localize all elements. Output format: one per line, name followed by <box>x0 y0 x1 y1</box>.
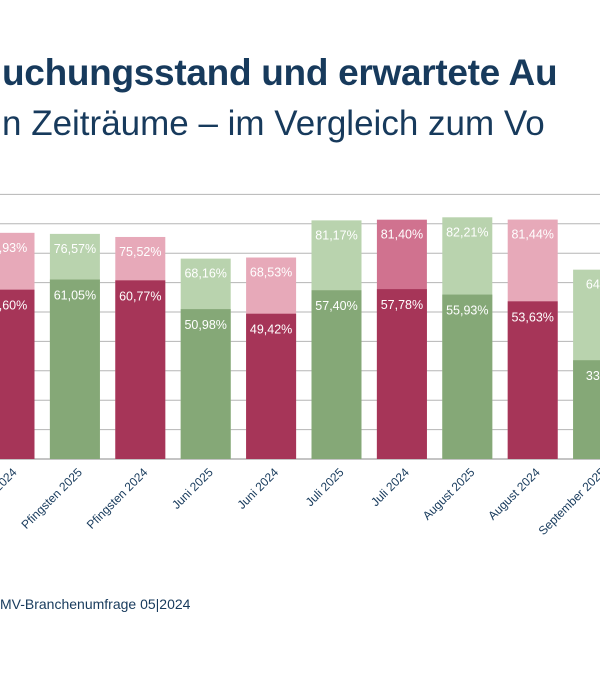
bar-booked <box>180 309 231 459</box>
bar-booked <box>573 360 600 459</box>
bar-booked <box>115 280 166 459</box>
data-label-expected: 82,21% <box>446 225 488 239</box>
data-label-booked: 33,6 <box>586 369 600 383</box>
x-tick-label: Pfingsten 2024 <box>84 465 151 532</box>
x-tick-label: August 2024 <box>485 465 543 523</box>
x-tick-label: Juni 2025 <box>169 465 216 512</box>
x-tick-label: Juli 2025 <box>303 465 347 509</box>
data-label-expected: 68,16% <box>184 267 226 281</box>
data-label-booked: 57,78% <box>381 298 423 312</box>
x-tick-label: August 2025 <box>420 465 478 523</box>
x-tick-label: Juli 2024 <box>368 465 412 509</box>
data-label-booked: 55,93% <box>446 304 488 318</box>
x-tick-label: Juni 2024 <box>235 465 282 512</box>
data-label-expected: 76,57% <box>54 242 96 256</box>
source-note: MV-Branchenumfrage 05|2024 <box>0 596 191 612</box>
data-label-booked: 7,60% <box>0 299 27 313</box>
x-tick-label: Pfingsten 2025 <box>19 465 86 532</box>
data-label-booked: 49,42% <box>250 323 292 337</box>
bar-booked <box>442 294 493 459</box>
bar-booked <box>507 301 558 459</box>
data-label-expected: 64,4 <box>586 278 600 292</box>
data-label-booked: 61,05% <box>54 289 96 303</box>
x-tick-label: September 2025 <box>536 465 600 538</box>
bar-booked <box>246 313 297 459</box>
x-tick-label: 2024 <box>0 465 20 494</box>
bar-booked <box>0 289 35 459</box>
data-label-booked: 50,98% <box>184 318 226 332</box>
data-label-expected: 75,52% <box>119 245 161 259</box>
data-label-expected: 68,53% <box>250 266 292 280</box>
data-label-expected: 81,17% <box>315 228 357 242</box>
chart-title: uchungsstand und erwartete Au <box>2 52 558 93</box>
bar-booked <box>376 289 427 459</box>
chart-subtitle: n Zeiträume – im Vergleich zum Vo <box>2 104 545 143</box>
data-label-expected: 81,40% <box>381 228 423 242</box>
data-label-expected: 1,93% <box>0 241 27 255</box>
bar-booked <box>49 279 100 459</box>
data-label-booked: 53,63% <box>511 310 553 324</box>
data-label-expected: 81,44% <box>511 228 553 242</box>
data-label-booked: 57,40% <box>315 299 357 313</box>
data-label-booked: 60,77% <box>119 289 161 303</box>
bar-booked <box>311 290 362 459</box>
